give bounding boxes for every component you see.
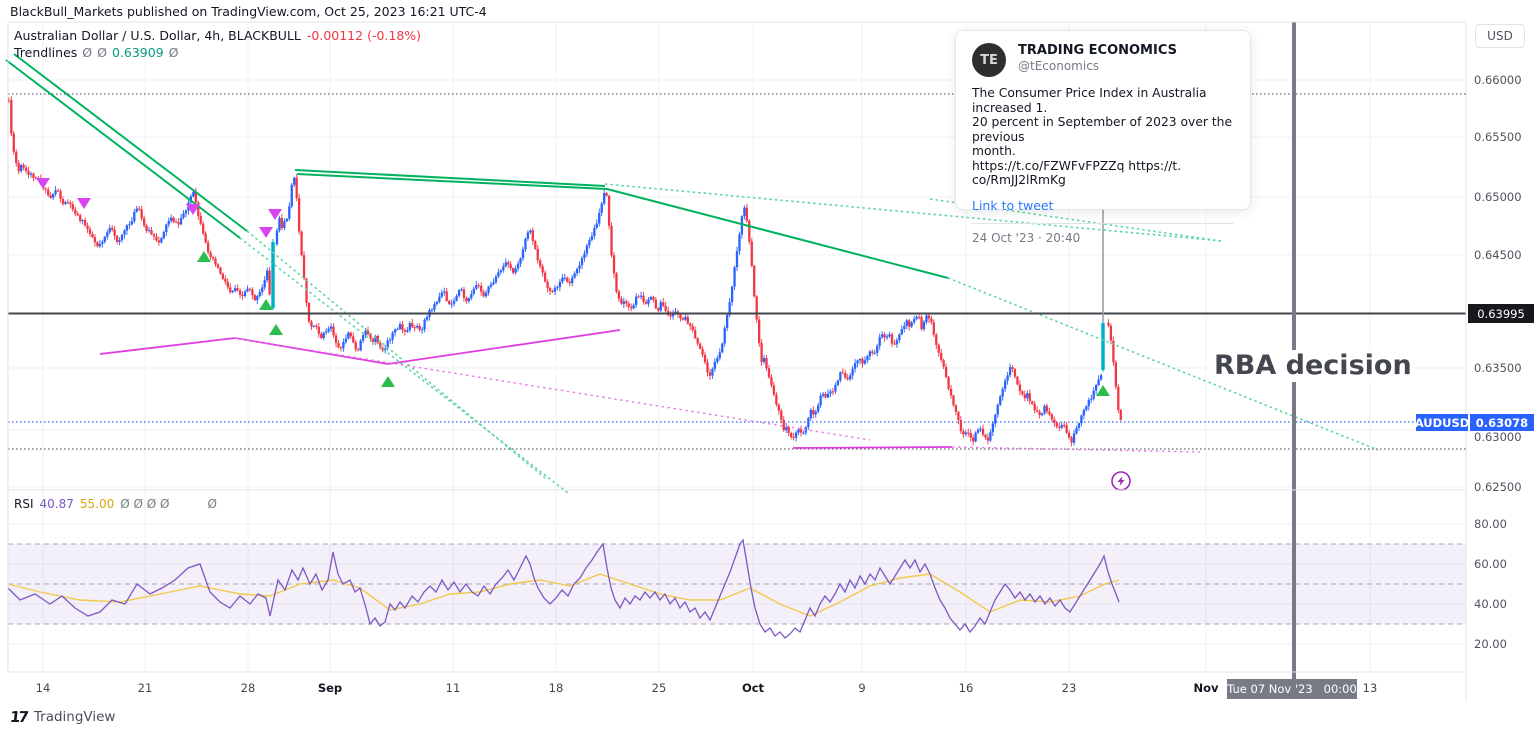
time-axis-label: 21: [137, 681, 153, 695]
tweet-avatar: TE: [972, 43, 1006, 77]
hidden-value-icons: Ø Ø Ø Ø: [120, 497, 170, 511]
event-date-badge: Tue 07 Nov '23 00:00: [1227, 679, 1357, 699]
price-axis-label: 20.00: [1474, 637, 1507, 651]
time-axis-label: 13: [1362, 681, 1378, 695]
publish-header: BlackBull_Markets published on TradingVi…: [10, 4, 487, 19]
hidden-value-icon: Ø: [97, 45, 107, 60]
currency-toggle-button[interactable]: USD: [1475, 24, 1525, 48]
time-axis-label: 16: [958, 681, 974, 695]
price-axis-label: 0.64500: [1474, 248, 1522, 262]
tweet-author-handle: @tEconomics: [1018, 59, 1100, 73]
trendlines-value: 0.63909: [111, 45, 164, 60]
price-axis-label: 0.65000: [1474, 190, 1522, 204]
symbol-legend[interactable]: Australian Dollar / U.S. Dollar, 4h, BLA…: [14, 27, 421, 61]
hidden-value-icon: Ø: [168, 45, 179, 60]
time-axis-label: 23: [1061, 681, 1077, 695]
tradingview-brand: TradingView: [33, 709, 116, 725]
tradingview-logo-icon: 17: [9, 708, 28, 726]
tweet-timestamp: 24 Oct '23 · 20:40: [972, 230, 1081, 245]
tweet-card: TE TRADING ECONOMICS @tEconomics The Con…: [955, 30, 1251, 245]
price-axis-label: 0.63500: [1474, 361, 1522, 375]
symbol-price-label: AUDUSD: [1414, 414, 1470, 431]
price-axis-label: 0.66000: [1474, 73, 1522, 87]
rsi-ma-value: 55.00: [79, 497, 115, 511]
time-axis-label: Oct: [741, 681, 765, 695]
current-price-badge: 0.63078: [1470, 414, 1534, 431]
price-axis-label: 0.62500: [1474, 480, 1522, 494]
time-axis-label: 28: [240, 681, 256, 695]
symbol-title: Australian Dollar / U.S. Dollar, 4h, BLA…: [14, 28, 301, 43]
level-price-badge: 0.63995: [1468, 304, 1534, 323]
tradingview-watermark[interactable]: 17 TradingView: [9, 708, 116, 726]
time-axis-label: Nov: [1193, 681, 1219, 695]
trendlines-indicator-label[interactable]: Trendlines: [14, 45, 78, 60]
price-change: -0.00112 (-0.18%): [306, 28, 422, 43]
time-axis-label: 25: [651, 681, 667, 695]
time-axis-label: 18: [548, 681, 564, 695]
hidden-value-icon: Ø: [82, 45, 93, 60]
rsi-label[interactable]: RSI: [14, 497, 34, 511]
rba-decision-annotation: RBA decision: [1211, 350, 1415, 382]
time-axis-label: 9: [858, 681, 866, 695]
price-axis-label: 0.65500: [1474, 130, 1522, 144]
rsi-legend[interactable]: RSI 40.87 55.00 Ø Ø Ø Ø Ø: [14, 497, 217, 511]
price-axis-label: 0.63000: [1474, 430, 1522, 444]
tweet-divider: [972, 222, 1234, 224]
tweet-body: The Consumer Price Index in Australia in…: [972, 86, 1233, 187]
tweet-author-name: TRADING ECONOMICS: [1018, 43, 1177, 58]
time-axis-label: 11: [445, 681, 461, 695]
time-axis-label: 14: [35, 681, 51, 695]
price-axis-label: 80.00: [1474, 517, 1507, 531]
tweet-link[interactable]: Link to tweet: [972, 197, 1054, 213]
rsi-value: 40.87: [39, 497, 74, 511]
time-axis-label: Sep: [317, 681, 343, 695]
price-axis-label: 60.00: [1474, 557, 1507, 571]
price-axis-label: 40.00: [1474, 597, 1507, 611]
hidden-value-icon: Ø: [207, 497, 217, 511]
